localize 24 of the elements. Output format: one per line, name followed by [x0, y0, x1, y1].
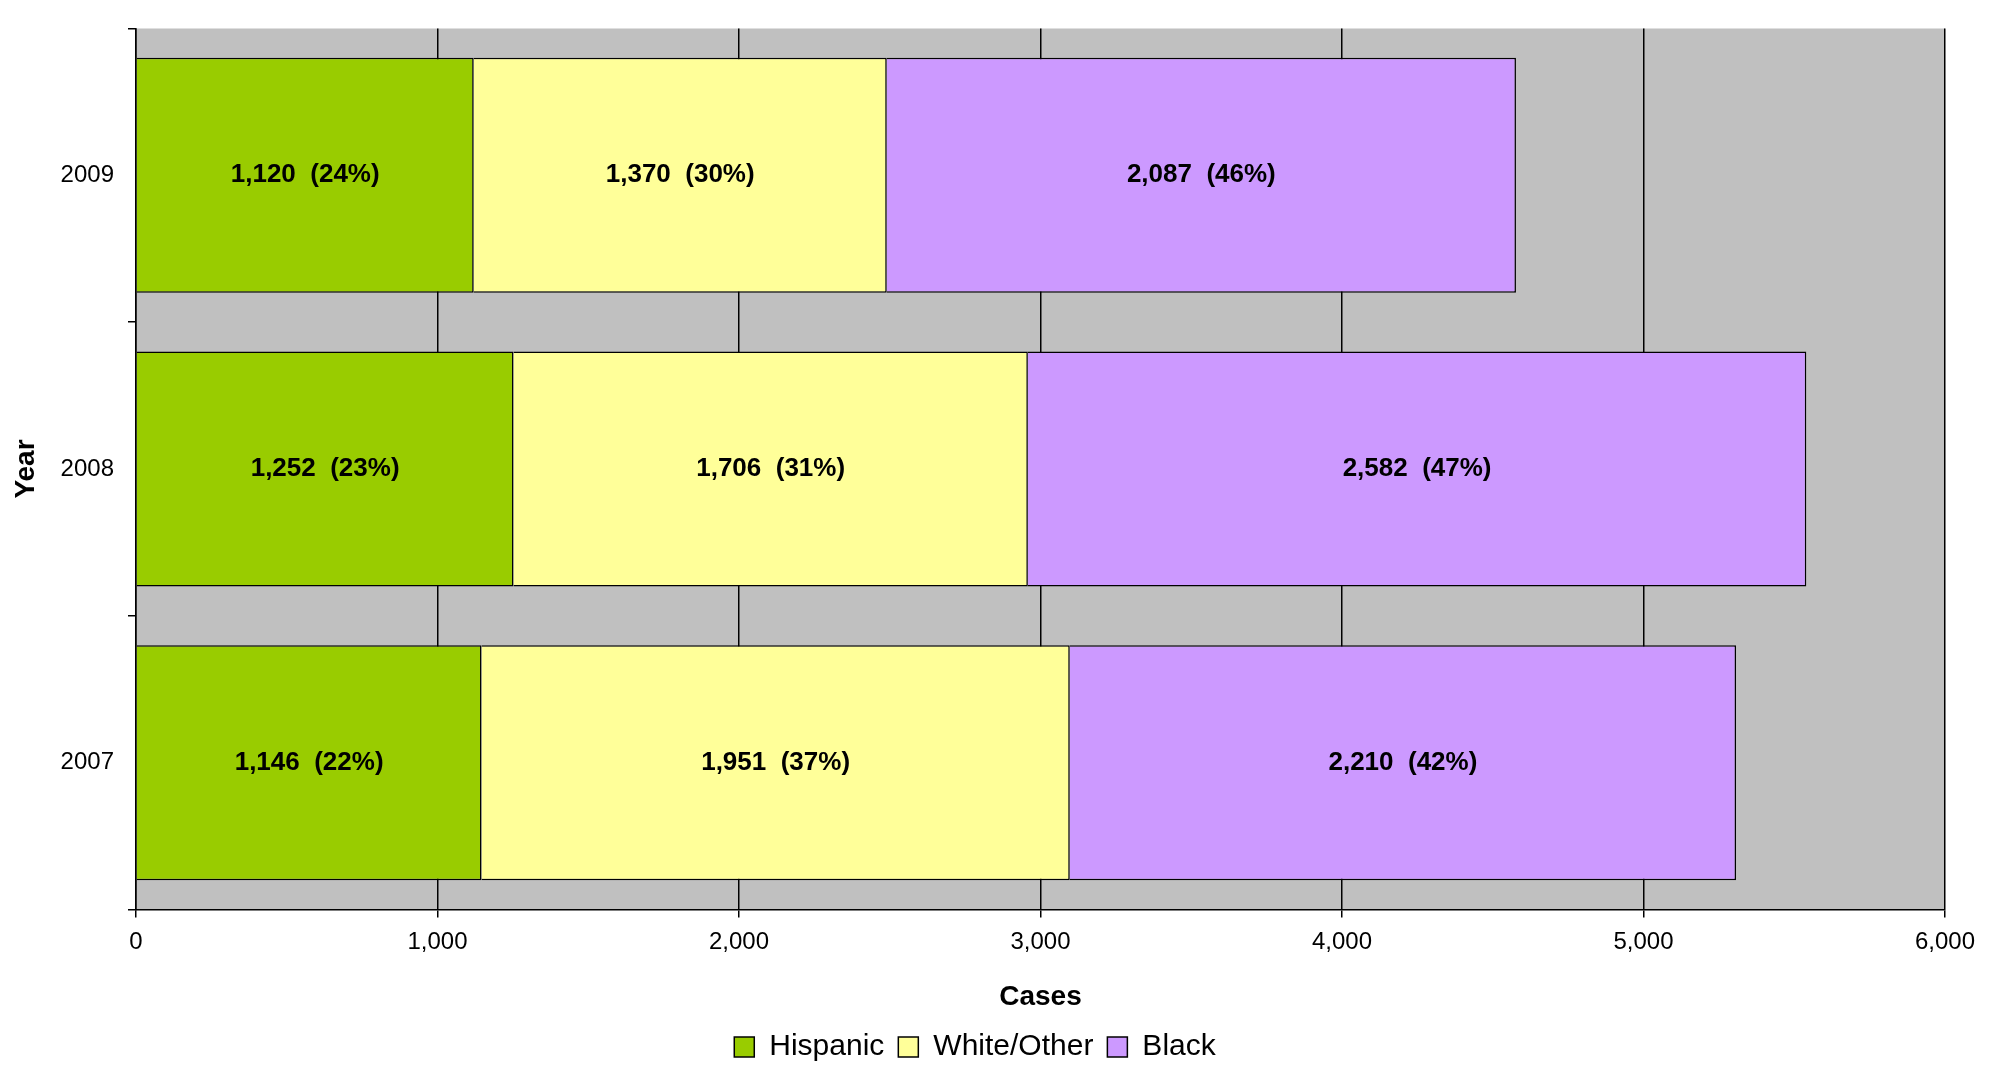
- x-tick-label: 0: [129, 926, 143, 954]
- data-label: 1,370 (30%): [605, 158, 755, 189]
- data-label: 1,706 (31%): [696, 452, 846, 483]
- x-tick-label: 2,000: [708, 926, 770, 954]
- y-axis-title: Year: [8, 439, 40, 499]
- x-tick-label: 3,000: [1010, 926, 1071, 954]
- x-tick-label: 1,000: [407, 926, 468, 954]
- x-axis-title: Cases: [999, 979, 1082, 1011]
- y-tick-label: 2008: [60, 453, 114, 481]
- data-label: 1,120 (24%): [230, 158, 380, 189]
- data-label: 2,582 (47%): [1342, 452, 1492, 483]
- data-label: 2,210 (42%): [1328, 745, 1478, 776]
- x-tick-label: 6,000: [1914, 926, 1976, 954]
- legend-label: Hispanic: [769, 1028, 885, 1062]
- y-tick-label: 2007: [60, 747, 114, 775]
- legend-label: Black: [1142, 1028, 1217, 1062]
- data-label: 2,087 (46%): [1126, 158, 1276, 189]
- x-tick-label: 5,000: [1613, 926, 1674, 954]
- data-label: 1,146 (22%): [234, 745, 384, 776]
- x-tick-label: 4,000: [1311, 926, 1373, 954]
- data-label: 1,951 (37%): [701, 745, 851, 776]
- legend-label: White/Other: [933, 1028, 1094, 1062]
- y-tick-label: 2009: [60, 159, 114, 187]
- data-label: 1,252 (23%): [250, 452, 400, 483]
